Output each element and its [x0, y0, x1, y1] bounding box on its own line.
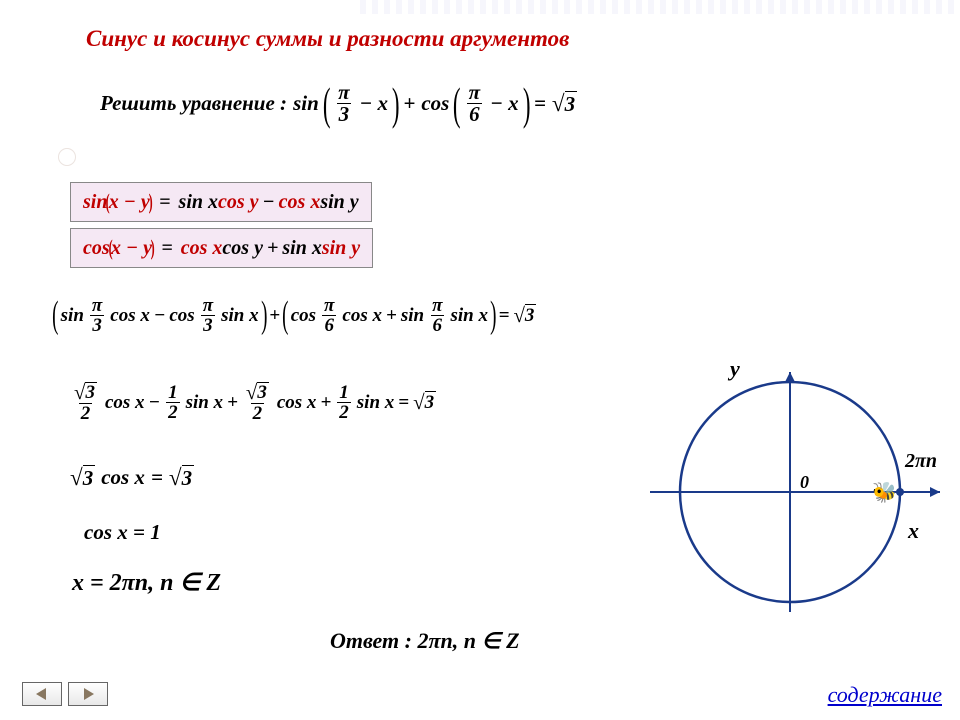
axis-y-label: y: [730, 356, 740, 382]
s2-sinx1: sin x: [186, 392, 224, 414]
s2-minus: −: [149, 392, 161, 414]
page-title: Синус и косинус суммы и разности аргумен…: [86, 26, 569, 52]
exp-paren-r1: ): [261, 298, 267, 332]
formula-sin-diff: sin ( x − y ) = sin x cos y − cos x sin …: [70, 182, 372, 222]
exp-minus1: −: [154, 305, 166, 327]
s2-plus2: +: [320, 392, 331, 414]
s3-eq: =: [151, 465, 163, 490]
equals: =: [534, 91, 546, 116]
s2-f3: √3 2: [244, 382, 271, 423]
exp-eq: =: [499, 305, 510, 327]
sqrt-3: √ 3: [552, 90, 577, 117]
s2-sqrt: √3: [413, 390, 436, 415]
c-t1b: cos y: [222, 237, 263, 260]
s2-cosx1: cos x: [105, 392, 145, 414]
formula-cos-diff: cos ( x − y ) = cos x cos y + sin x sin …: [70, 228, 373, 268]
problem-prefix: Решить уравнение :: [100, 91, 287, 116]
minus: −: [263, 191, 275, 214]
plus: +: [403, 91, 415, 116]
c-t1a: cos x: [181, 237, 223, 260]
eq-2: =: [161, 237, 172, 260]
chevron-left-icon: [34, 688, 50, 700]
exp-sin2: sin: [401, 305, 424, 327]
exp-pi6-1: π6: [322, 296, 336, 335]
answer-line: Ответ : 2πn, n ∈ Z: [330, 628, 520, 654]
paren-r-2: ): [151, 235, 155, 261]
s2-cosx2: cos x: [277, 392, 317, 414]
exp-paren-l2: (: [282, 298, 288, 332]
cos-lhs-func: cos: [83, 237, 110, 260]
exp-cos2: cos: [291, 305, 316, 327]
paren-open: (: [323, 83, 331, 124]
cos-lhs-arg: x − y: [111, 237, 152, 260]
nav-buttons: [22, 682, 108, 706]
minus-x-2: − x: [490, 91, 518, 116]
cos-label: cos: [421, 91, 449, 116]
paren-close-2: ): [522, 83, 530, 124]
eq: =: [159, 191, 170, 214]
prev-button[interactable]: [22, 682, 62, 706]
sin-lhs-func: sin: [83, 191, 107, 214]
axis-x-label: x: [908, 518, 919, 544]
c-t2b: sin y: [322, 237, 360, 260]
exp-cosx1: cos x: [110, 305, 150, 327]
minus-x: − x: [360, 91, 388, 116]
paren-open-2: (: [453, 83, 461, 124]
step-numeric: √3 2 cos x − 12 sin x + √3 2 cos x + 12 …: [70, 382, 436, 423]
sin-lhs-arg: x − y: [109, 191, 150, 214]
s2-f4: 12: [337, 383, 351, 422]
paren-close: ): [392, 83, 400, 124]
exp-pi3-2: π3: [201, 296, 215, 335]
s2-eq: =: [398, 392, 409, 414]
exp-sin1: sin: [61, 305, 84, 327]
step-solution: x = 2πn, n ∈ Z: [72, 568, 221, 597]
exp-plus2: +: [386, 305, 397, 327]
point-label: 2πn: [905, 450, 937, 473]
s2-sinx2: sin x: [357, 392, 395, 414]
step-cosx-1: cos x = 1: [84, 520, 161, 545]
s3-sqrt-r: √3: [169, 464, 194, 491]
exp-sinx1: sin x: [221, 305, 259, 327]
next-button[interactable]: [68, 682, 108, 706]
problem-statement: Решить уравнение : sin ( π 3 − x ) + cos…: [100, 82, 577, 125]
decor-topbar: [360, 0, 960, 14]
paren-l-2: (: [108, 235, 112, 261]
s2-f1: √3 2: [72, 382, 99, 423]
plus-c: +: [267, 237, 278, 260]
paren-r: ): [148, 189, 152, 215]
exp-sinx2: sin x: [450, 305, 488, 327]
t1a: sin x: [179, 191, 218, 214]
c-t2a: sin x: [282, 237, 321, 260]
s3-sqrt-l: √3: [70, 464, 95, 491]
paren-l: (: [106, 189, 110, 215]
s2-plus1: +: [227, 392, 238, 414]
sin-label: sin: [293, 91, 319, 116]
exp-plus1: +: [269, 305, 280, 327]
expansion-step: ( sin π3 cos x − cos π3 sin x ) + ( cos …: [54, 296, 536, 335]
t1b: cos y: [218, 191, 259, 214]
s2-f2: 12: [166, 383, 180, 422]
s3-cosx: cos x: [101, 465, 145, 490]
step-simplified: √3 cos x = √3: [70, 464, 194, 491]
contents-link[interactable]: содержание: [828, 682, 942, 708]
exp-pi3-1: π3: [90, 296, 104, 335]
exp-cosx2: cos x: [342, 305, 382, 327]
exp-pi6-2: π6: [430, 296, 444, 335]
bee-icon: 🐝: [872, 480, 897, 505]
origin-label: 0: [800, 472, 809, 493]
pi-over-3: π 3: [336, 82, 351, 125]
t2b: sin y: [320, 191, 358, 214]
pi-over-6: π 6: [467, 82, 482, 125]
exp-cos1: cos: [169, 305, 194, 327]
chevron-right-icon: [80, 688, 96, 700]
t2a: cos x: [279, 191, 321, 214]
decor-circle: [58, 148, 76, 166]
exp-paren-r2: ): [490, 298, 496, 332]
exp-sqrt3: √3: [513, 303, 536, 328]
exp-paren-l1: (: [52, 298, 58, 332]
